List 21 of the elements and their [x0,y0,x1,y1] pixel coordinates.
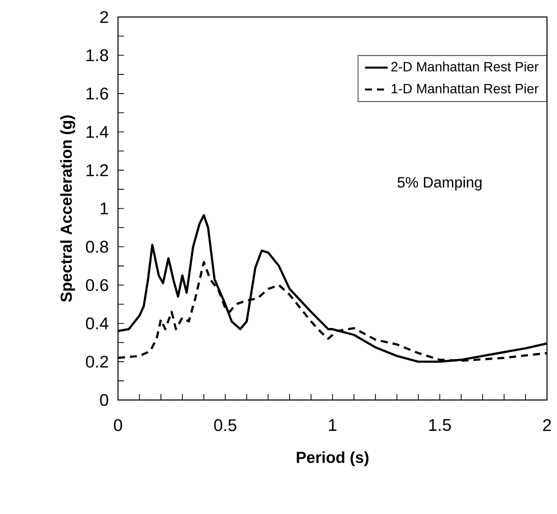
x-tick-label: 0.5 [214,419,236,432]
x-tick-label: 1.5 [429,419,451,431]
annotation: 5% Damping [398,176,482,191]
x-axis-title: Period (s) [296,451,368,466]
y-tick-label: 0.6 [86,279,108,292]
y-tick-label: 1.6 [86,88,108,100]
y-tick-label: 2 [100,11,108,23]
y-tick-label: 0.4 [86,317,108,330]
y-tick-label: 1 [100,202,108,214]
legend-label: 2-D Manhattan Rest Pier [391,62,538,72]
y-tick-label: 0.2 [86,356,108,368]
x-tick-label: 0 [114,419,122,432]
y-tick-label: 1.8 [86,49,108,62]
y-tick-label: 1.2 [86,164,108,176]
x-tick-label: 1 [329,419,336,431]
y-tick-label: 1.4 [86,126,108,138]
y-axis-title: Spectral Acceleration (g) [60,115,76,302]
legend-label: 1-D Manhattan Rest Pier [392,84,538,94]
y-tick-label: 0 [100,394,108,406]
y-tick-label: 0.8 [86,240,108,253]
x-tick-label: 2 [543,419,551,431]
